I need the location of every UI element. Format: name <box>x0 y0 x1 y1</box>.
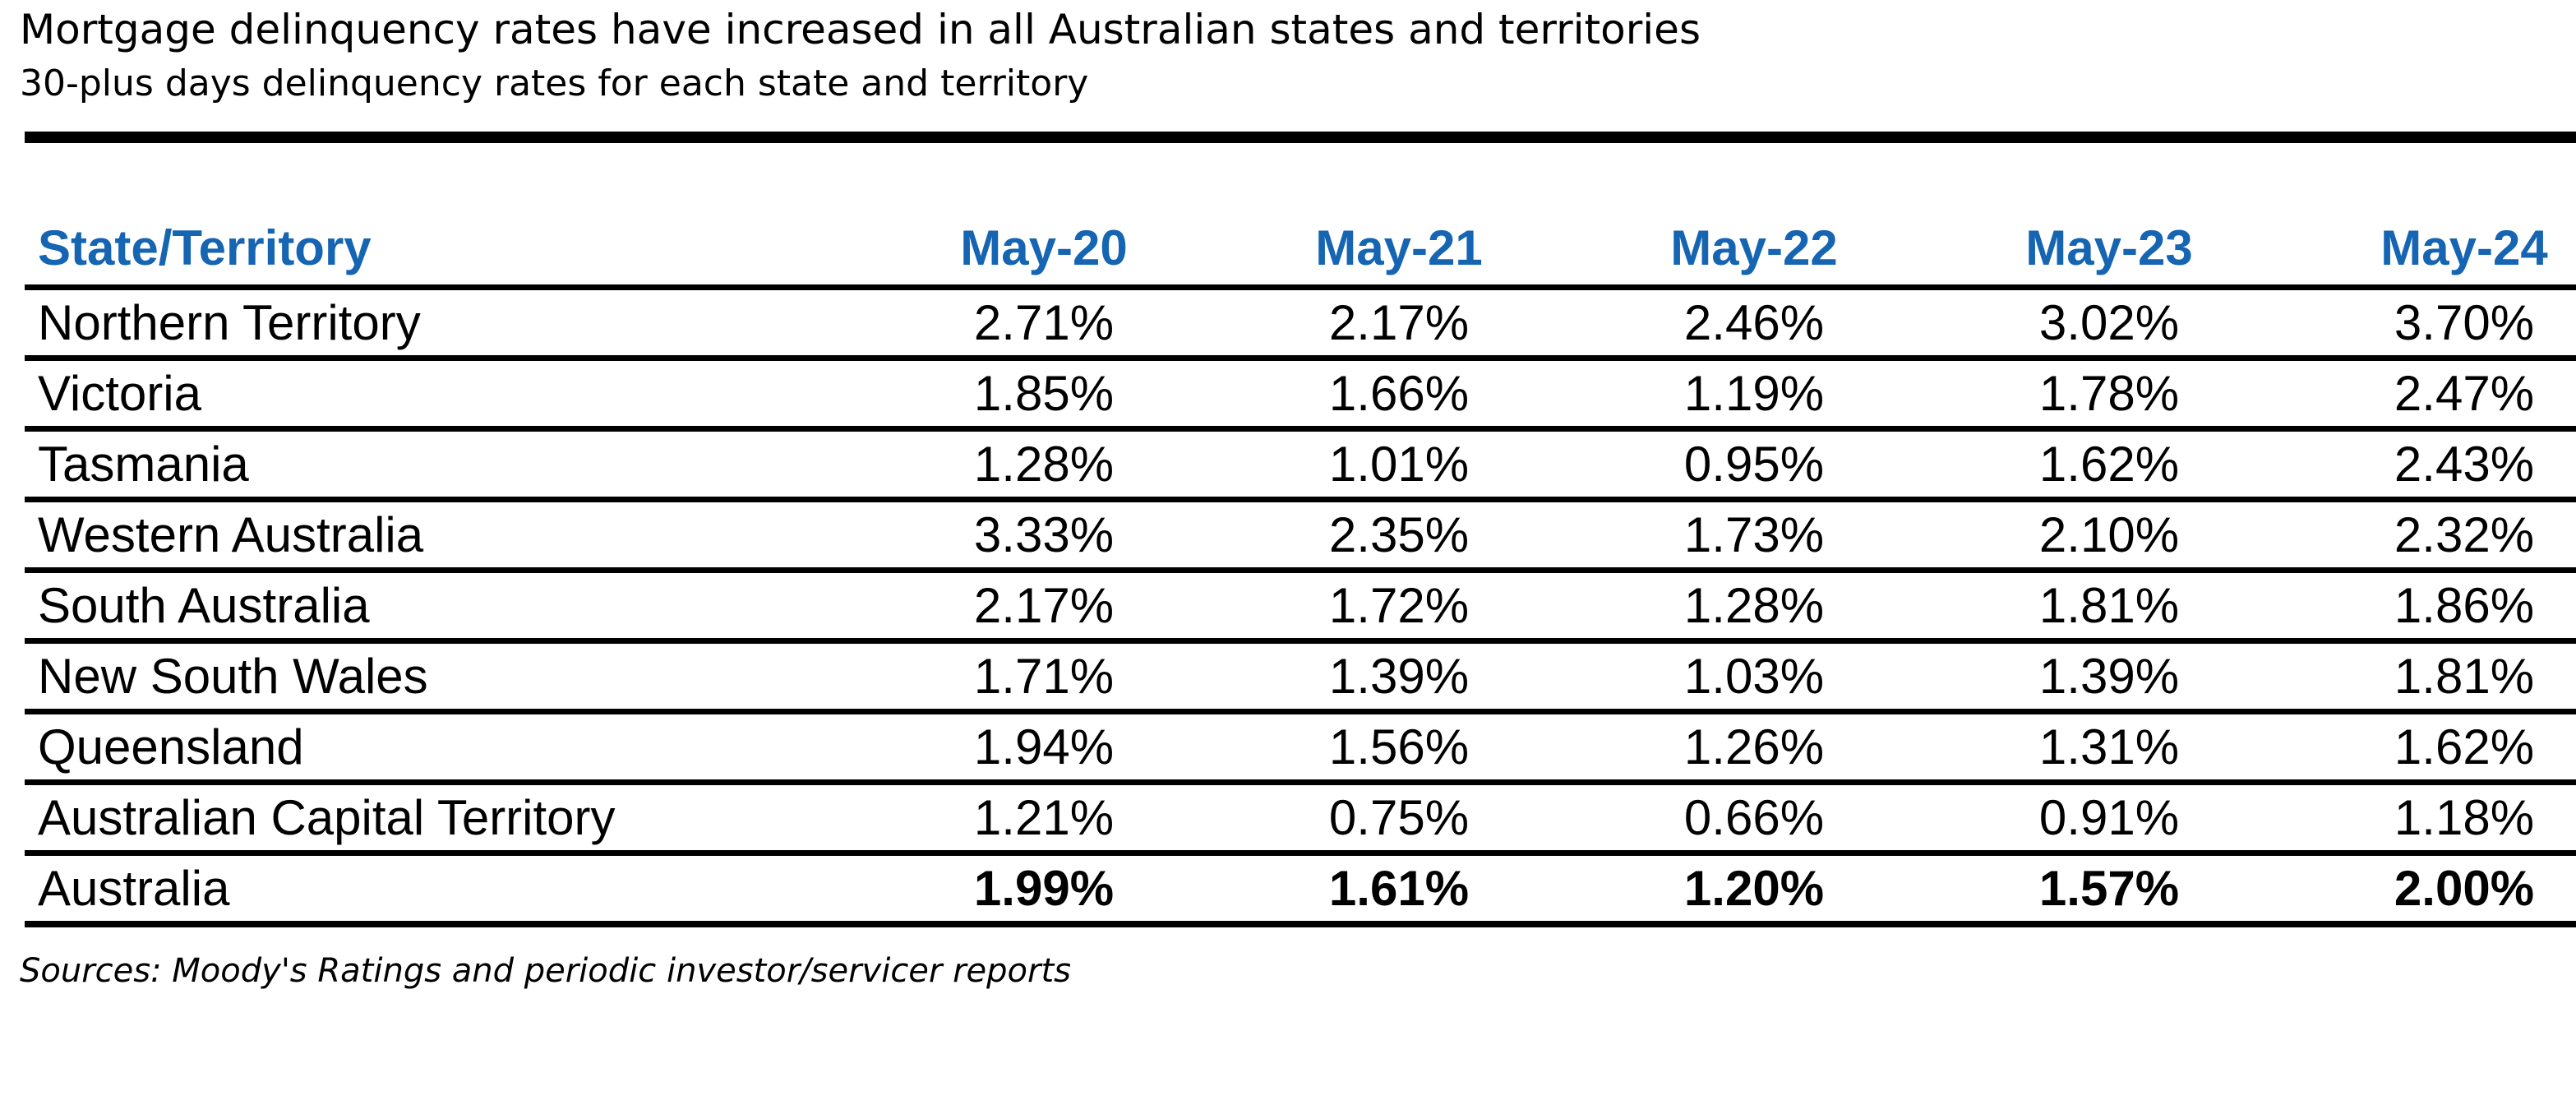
rate-cell-may-23: 3.02% <box>1932 287 2287 361</box>
column-header-may-21: May-21 <box>1221 210 1577 290</box>
table-row: Victoria 1.85% 1.66% 1.19% 1.78% 2.47% <box>25 358 2576 432</box>
rate-cell-may-24: 2.32% <box>2287 499 2576 573</box>
table-row: Queensland 1.94% 1.56% 1.26% 1.31% 1.62% <box>25 711 2576 785</box>
rate-cell-may-21: 2.17% <box>1221 287 1577 361</box>
rate-cell-may-23: 1.62% <box>1932 428 2287 502</box>
column-header-may-20: May-20 <box>866 210 1221 290</box>
rate-cell-may-24: 1.81% <box>2287 640 2576 714</box>
rate-cell-may-22: 1.03% <box>1577 640 1932 714</box>
table-row: Tasmania 1.28% 1.01% 0.95% 1.62% 2.43% <box>25 428 2576 502</box>
table-row: Australian Capital Territory 1.21% 0.75% 0.… <box>25 782 2576 856</box>
rate-cell-may-23: 1.81% <box>1932 570 2287 644</box>
rate-cell-may-22: 2.46% <box>1577 287 1932 361</box>
table-row: New South Wales 1.71% 1.39% 1.03% 1.39% 1.81% <box>25 640 2576 714</box>
rate-cell-may-24: 2.00% <box>2287 853 2576 927</box>
rate-cell-may-23: 1.39% <box>1932 640 2287 714</box>
table-row: South Australia 2.17% 1.72% 1.28% 1.81% 1.86% <box>25 570 2576 644</box>
rate-cell-may-20: 2.17% <box>866 570 1221 644</box>
chart-subtitle: 30-plus days delinquency rates for each … <box>20 62 1089 104</box>
state-name-cell: Queensland <box>25 711 866 785</box>
rate-cell-may-22: 1.19% <box>1577 358 1932 432</box>
rate-cell-may-22: 1.26% <box>1577 711 1932 785</box>
rate-cell-may-21: 1.39% <box>1221 640 1577 714</box>
rate-cell-may-20: 3.33% <box>866 499 1221 573</box>
chart-title: Mortgage delinquency rates have increase… <box>20 6 1701 53</box>
rate-cell-may-21: 1.61% <box>1221 853 1577 927</box>
state-name-cell: Australia <box>25 853 866 927</box>
rate-cell-may-20: 1.21% <box>866 782 1221 856</box>
header-row: State/Territory May-20 May-21 May-22 May… <box>25 210 2576 290</box>
rate-cell-may-24: 1.62% <box>2287 711 2576 785</box>
title-divider <box>25 132 2576 143</box>
state-name-cell: South Australia <box>25 570 866 644</box>
rate-cell-may-20: 1.94% <box>866 711 1221 785</box>
rate-cell-may-23: 1.78% <box>1932 358 2287 432</box>
rate-cell-may-22: 0.66% <box>1577 782 1932 856</box>
rate-cell-may-21: 1.56% <box>1221 711 1577 785</box>
table-body: Northern Territory 2.71% 2.17% 2.46% 3.02% 3.… <box>25 287 2576 927</box>
rate-cell-may-23: 1.57% <box>1932 853 2287 927</box>
column-header-state: State/Territory <box>25 210 866 290</box>
table-row: Northern Territory 2.71% 2.17% 2.46% 3.02% 3.… <box>25 287 2576 361</box>
rate-cell-may-23: 1.31% <box>1932 711 2287 785</box>
rate-cell-may-23: 2.10% <box>1932 499 2287 573</box>
rate-cell-may-23: 0.91% <box>1932 782 2287 856</box>
rate-cell-may-21: 2.35% <box>1221 499 1577 573</box>
rate-cell-may-21: 1.01% <box>1221 428 1577 502</box>
rate-cell-may-22: 0.95% <box>1577 428 1932 502</box>
rate-cell-may-22: 1.28% <box>1577 570 1932 644</box>
rate-cell-may-24: 1.86% <box>2287 570 2576 644</box>
rate-cell-may-22: 1.20% <box>1577 853 1932 927</box>
column-header-may-23: May-23 <box>1932 210 2287 290</box>
rate-cell-may-20: 1.99% <box>866 853 1221 927</box>
rate-cell-may-21: 1.66% <box>1221 358 1577 432</box>
rate-cell-may-20: 1.85% <box>866 358 1221 432</box>
rate-cell-may-24: 1.18% <box>2287 782 2576 856</box>
rate-cell-may-20: 1.71% <box>866 640 1221 714</box>
rate-cell-may-20: 2.71% <box>866 287 1221 361</box>
rate-cell-may-21: 1.72% <box>1221 570 1577 644</box>
state-name-cell: Victoria <box>25 358 866 432</box>
table-header: State/Territory May-20 May-21 May-22 May… <box>25 210 2576 290</box>
rate-cell-may-24: 2.43% <box>2287 428 2576 502</box>
rate-cell-may-21: 0.75% <box>1221 782 1577 856</box>
state-name-cell: Tasmania <box>25 428 866 502</box>
rate-cell-may-24: 2.47% <box>2287 358 2576 432</box>
state-name-cell: Australian Capital Territory <box>25 782 866 856</box>
state-name-cell: New South Wales <box>25 640 866 714</box>
delinquency-table: State/Territory May-20 May-21 May-22 May… <box>25 210 2576 927</box>
table-row: Western Australia 3.33% 2.35% 1.73% 2.10% 2.3… <box>25 499 2576 573</box>
state-name-cell: Western Australia <box>25 499 866 573</box>
source-note: Sources: Moody's Ratings and periodic in… <box>20 952 1071 990</box>
column-header-may-22: May-22 <box>1577 210 1932 290</box>
state-name-cell: Northern Territory <box>25 287 866 361</box>
table-row-total: Australia 1.99% 1.61% 1.20% 1.57% 2.00% <box>25 853 2576 927</box>
rate-cell-may-20: 1.28% <box>866 428 1221 502</box>
rate-cell-may-24: 3.70% <box>2287 287 2576 361</box>
rate-cell-may-22: 1.73% <box>1577 499 1932 573</box>
column-header-may-24: May-24 <box>2287 210 2576 290</box>
